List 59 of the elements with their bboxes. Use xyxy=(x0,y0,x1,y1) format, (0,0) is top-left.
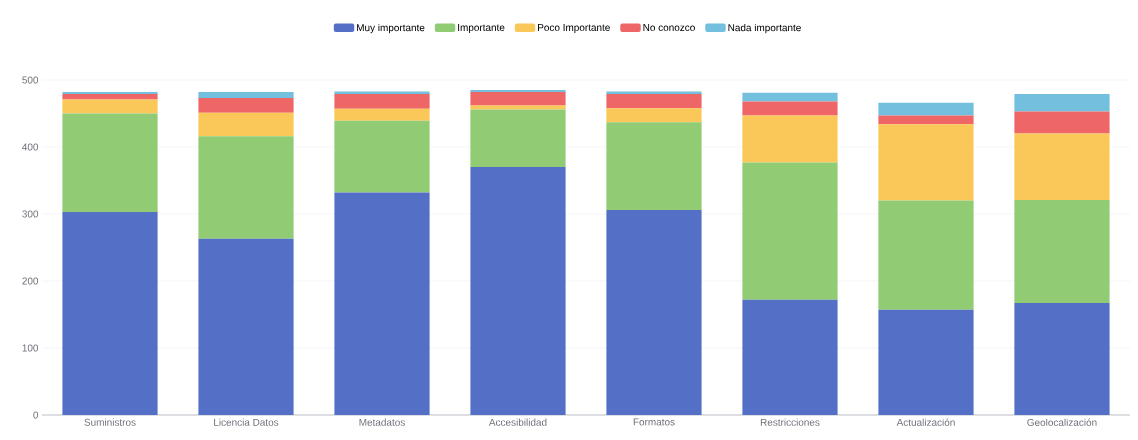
bar xyxy=(878,124,974,201)
y-tick-label: 100 xyxy=(22,344,39,352)
bar xyxy=(470,105,566,110)
bar xyxy=(62,211,158,415)
bar xyxy=(878,309,974,415)
bar xyxy=(878,102,974,116)
bar xyxy=(198,92,294,99)
x-tick-label: Suministros xyxy=(84,418,136,426)
legend-label: Poco Importante xyxy=(538,24,610,33)
bar xyxy=(1014,94,1110,112)
bar xyxy=(470,90,566,93)
x-tick-label: Actualización xyxy=(896,418,955,426)
bar xyxy=(198,136,294,239)
bar xyxy=(334,108,430,121)
x-tick-label: Licencia Datos xyxy=(214,418,279,426)
bar xyxy=(1014,111,1110,134)
bar xyxy=(1014,303,1110,415)
y-tick-label: 400 xyxy=(22,143,39,151)
bar xyxy=(62,94,158,100)
legend-label: Importante xyxy=(458,24,505,33)
legend-label: Nada importante xyxy=(728,23,801,34)
bar xyxy=(878,200,974,310)
bar xyxy=(742,115,838,163)
x-tick-label: Accesibilidad xyxy=(488,418,547,426)
bar xyxy=(470,92,566,106)
y-tick-label: 300 xyxy=(22,210,39,218)
x-tick-label: Geolocalización xyxy=(1027,418,1097,426)
y-tick-label: 500 xyxy=(22,76,39,84)
bar xyxy=(198,112,294,137)
bar xyxy=(742,299,838,415)
bar xyxy=(198,238,294,415)
bar xyxy=(742,92,838,102)
bar xyxy=(334,120,430,193)
bar xyxy=(1014,199,1110,304)
bar xyxy=(742,101,838,116)
x-tick-label: Formatos xyxy=(633,418,675,426)
y-tick-label: 0 xyxy=(33,411,39,419)
bar xyxy=(470,109,566,168)
bar xyxy=(62,99,158,114)
bar xyxy=(1014,133,1110,200)
bar xyxy=(470,167,566,415)
bar xyxy=(334,94,430,109)
bar xyxy=(62,113,158,212)
x-tick-label: Restricciones xyxy=(760,418,820,426)
bar xyxy=(62,92,158,95)
bar xyxy=(878,115,974,125)
bar xyxy=(606,122,702,210)
bar xyxy=(606,91,702,95)
bar xyxy=(606,108,702,123)
bar xyxy=(742,162,838,300)
y-tick-label: 200 xyxy=(22,277,39,285)
bar xyxy=(334,91,430,95)
legend-label: Muy importante xyxy=(357,23,425,34)
legend-label: No conozco xyxy=(643,24,695,32)
bar xyxy=(606,94,702,109)
bar xyxy=(198,98,294,113)
bar xyxy=(334,192,430,415)
bar xyxy=(606,209,702,415)
x-tick-label: Metadatos xyxy=(359,418,405,426)
